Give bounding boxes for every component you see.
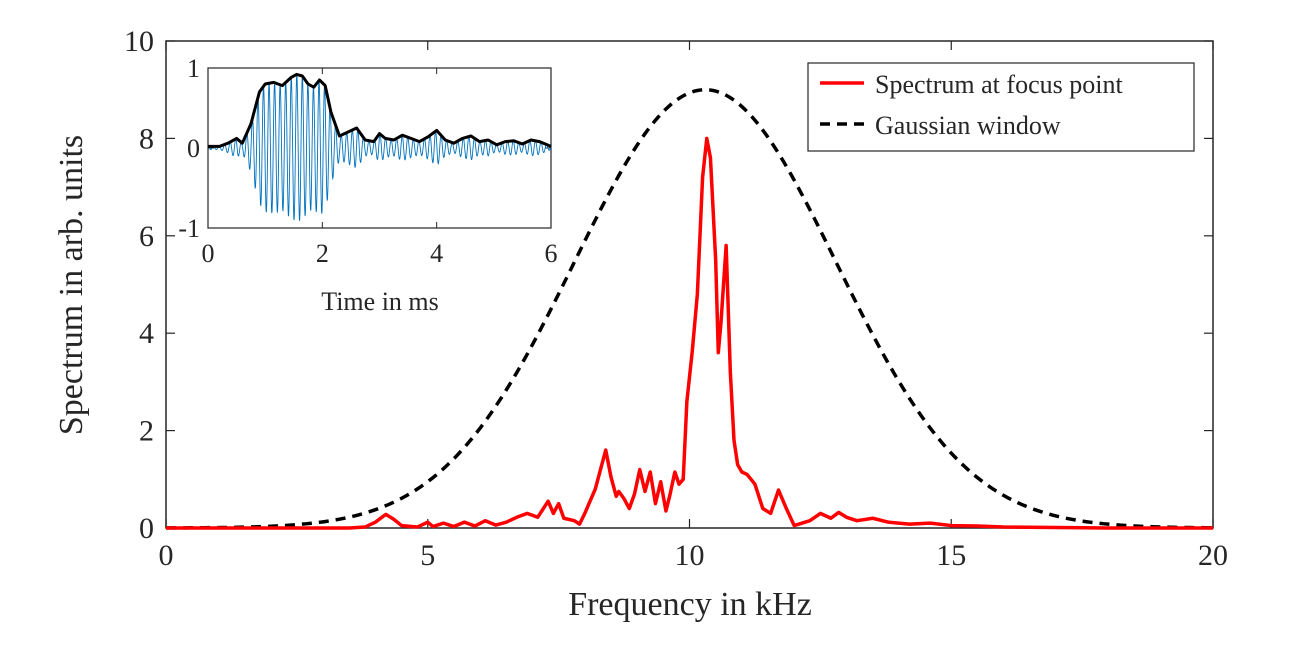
x-tick-label: 20 xyxy=(1198,539,1228,572)
series-gaussian-window xyxy=(165,87,1214,530)
inset-x-axis-label: Time in ms xyxy=(321,287,439,316)
inset-x-tick-label: 0 xyxy=(202,239,215,268)
legend-label-gaussian: Gaussian window xyxy=(875,111,1061,140)
inset-y-tick-label: 0 xyxy=(187,134,200,163)
y-tick-label: 4 xyxy=(139,317,154,350)
inset-series-signal xyxy=(207,74,552,221)
y-tick-label: 2 xyxy=(139,415,154,448)
series-spectrum-at-focus-point xyxy=(166,136,1213,530)
y-tick-label: 6 xyxy=(139,220,154,253)
y-tick-label: 8 xyxy=(139,122,154,155)
inset-x-tick-label: 6 xyxy=(545,239,558,268)
x-tick-label: 15 xyxy=(936,539,966,572)
legend: Spectrum at focus point Gaussian window xyxy=(807,62,1195,152)
x-tick-label: 5 xyxy=(420,539,435,572)
inset-y-tick-label: -1 xyxy=(178,214,200,243)
legend-box xyxy=(807,62,1195,152)
inset-x-tick-label: 2 xyxy=(316,239,329,268)
inset-series-envelope xyxy=(208,72,552,148)
y-tick-label: 10 xyxy=(124,25,154,58)
legend-label-spectrum: Spectrum at focus point xyxy=(875,70,1123,99)
inset-x-tick-label: 4 xyxy=(430,239,443,268)
y-axis-label: Spectrum in arb. units xyxy=(53,135,90,435)
x-tick-label: 0 xyxy=(159,539,174,572)
y-tick-label: 0 xyxy=(139,512,154,545)
x-tick-label: 10 xyxy=(675,539,705,572)
x-axis-label: Frequency in kHz xyxy=(568,586,812,623)
inset-y-tick-label: 1 xyxy=(187,54,200,83)
